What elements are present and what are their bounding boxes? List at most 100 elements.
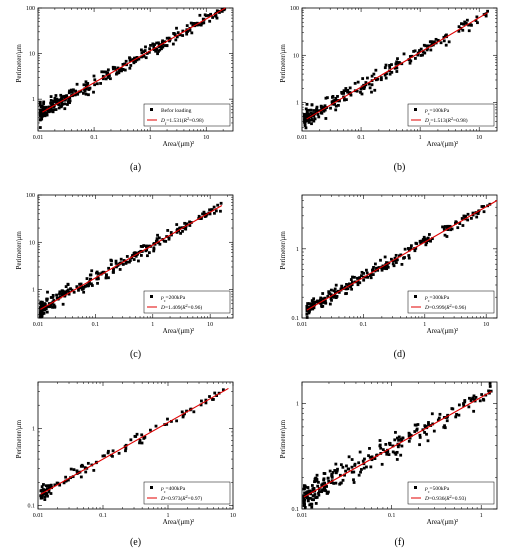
data-point <box>157 42 161 46</box>
data-point <box>185 32 189 36</box>
data-point <box>69 88 73 92</box>
data-point <box>470 23 473 27</box>
data-point <box>323 486 327 490</box>
data-point <box>128 58 132 62</box>
data-point <box>421 53 424 57</box>
data-point <box>208 212 212 216</box>
data-point <box>166 417 169 421</box>
data-point <box>44 307 48 311</box>
data-point <box>307 302 311 305</box>
data-point <box>103 454 106 458</box>
data-point <box>79 282 83 286</box>
data-point <box>123 62 126 66</box>
data-point <box>182 226 186 230</box>
data-point <box>167 236 171 240</box>
data-point <box>132 258 136 261</box>
data-point <box>312 498 315 502</box>
data-point <box>388 64 391 67</box>
data-point <box>385 72 388 76</box>
data-point <box>315 473 319 477</box>
x-tick-label: 10 <box>207 322 213 328</box>
data-point <box>154 239 158 243</box>
data-point <box>444 43 448 47</box>
data-point <box>423 431 426 434</box>
data-point <box>443 424 446 428</box>
data-point <box>302 496 306 499</box>
data-point <box>119 69 123 73</box>
data-point <box>68 89 71 93</box>
data-point <box>373 88 377 92</box>
x-tick-label: 0.1 <box>90 135 98 141</box>
data-point <box>189 21 193 25</box>
data-point <box>313 303 317 307</box>
data-point <box>454 415 458 419</box>
data-point <box>311 303 315 307</box>
data-point <box>186 30 190 33</box>
data-point <box>480 205 484 208</box>
data-point <box>396 445 400 449</box>
data-point <box>350 465 354 469</box>
data-point <box>47 302 51 305</box>
data-point <box>370 74 374 78</box>
data-point <box>374 68 378 72</box>
data-point <box>60 289 64 293</box>
data-point <box>362 466 366 470</box>
data-point <box>414 57 417 60</box>
data-point <box>334 99 337 102</box>
data-point <box>320 490 324 494</box>
data-point <box>395 66 399 70</box>
data-point <box>384 450 388 454</box>
data-point <box>426 44 430 48</box>
data-point <box>348 86 352 90</box>
data-point <box>72 468 76 472</box>
data-point <box>386 265 390 269</box>
data-point <box>175 419 179 423</box>
data-point <box>125 255 129 258</box>
data-point <box>412 49 416 53</box>
data-point <box>87 281 91 285</box>
data-point <box>96 277 100 281</box>
data-point <box>308 308 312 311</box>
data-point <box>310 505 314 509</box>
data-point <box>303 123 307 126</box>
data-point <box>54 108 58 111</box>
data-point <box>310 306 314 310</box>
data-point <box>54 99 58 103</box>
data-point <box>60 96 64 100</box>
data-point <box>112 268 115 272</box>
data-point <box>63 102 67 106</box>
data-point <box>320 484 324 487</box>
data-point <box>204 398 208 402</box>
data-point <box>165 44 169 48</box>
data-point <box>409 244 413 248</box>
data-point <box>396 443 400 447</box>
data-point <box>77 90 81 94</box>
x-tick-label: 10 <box>476 135 482 141</box>
data-point <box>383 73 387 77</box>
data-point <box>414 246 418 250</box>
y-tick-label: 10 <box>29 240 35 246</box>
data-point <box>356 80 360 84</box>
data-point <box>130 58 134 62</box>
data-point <box>40 309 44 313</box>
data-point <box>415 427 419 431</box>
data-point <box>368 447 371 450</box>
data-point <box>363 457 366 461</box>
data-point <box>422 43 426 47</box>
data-point <box>164 239 168 243</box>
data-point <box>321 488 324 492</box>
data-point <box>358 276 362 280</box>
data-point <box>151 42 155 46</box>
data-point <box>332 482 336 485</box>
data-point <box>324 299 327 303</box>
data-point <box>121 263 125 266</box>
data-point <box>409 59 413 63</box>
data-point <box>395 258 399 262</box>
data-point <box>169 231 173 234</box>
data-point <box>317 299 321 303</box>
data-point <box>388 66 392 69</box>
legend-box <box>143 481 231 505</box>
data-point <box>482 205 486 208</box>
x-tick-label: 1 <box>167 513 170 519</box>
data-point <box>458 222 462 225</box>
